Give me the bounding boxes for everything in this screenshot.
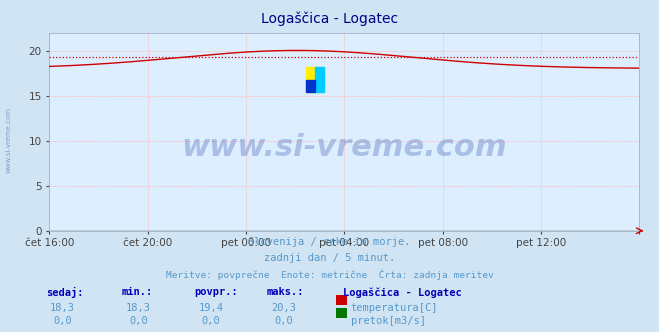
Text: 0,0: 0,0 [202, 316, 220, 326]
Text: temperatura[C]: temperatura[C] [351, 303, 438, 313]
Text: Meritve: povprečne  Enote: metrične  Črta: zadnja meritev: Meritve: povprečne Enote: metrične Črta:… [165, 269, 494, 280]
Text: 0,0: 0,0 [129, 316, 148, 326]
Text: Slovenija / reke in morje.: Slovenija / reke in morje. [248, 237, 411, 247]
Text: www.si-vreme.com: www.si-vreme.com [181, 133, 507, 162]
Bar [306, 67, 324, 93]
Text: min.:: min.: [122, 287, 153, 297]
Text: pretok[m3/s]: pretok[m3/s] [351, 316, 426, 326]
Bar [306, 80, 315, 93]
Text: 19,4: 19,4 [198, 303, 223, 313]
Text: 0,0: 0,0 [53, 316, 72, 326]
Text: 18,3: 18,3 [126, 303, 151, 313]
Bar [315, 67, 324, 93]
Text: 0,0: 0,0 [274, 316, 293, 326]
Text: 18,3: 18,3 [50, 303, 75, 313]
Text: Logaščica - Logatec: Logaščica - Logatec [343, 287, 461, 298]
Text: www.si-vreme.com: www.si-vreme.com [5, 106, 11, 173]
Text: 20,3: 20,3 [271, 303, 296, 313]
Text: zadnji dan / 5 minut.: zadnji dan / 5 minut. [264, 253, 395, 263]
Text: povpr.:: povpr.: [194, 287, 238, 297]
Text: maks.:: maks.: [267, 287, 304, 297]
Text: sedaj:: sedaj: [46, 287, 84, 298]
Text: Logaščica - Logatec: Logaščica - Logatec [261, 12, 398, 26]
